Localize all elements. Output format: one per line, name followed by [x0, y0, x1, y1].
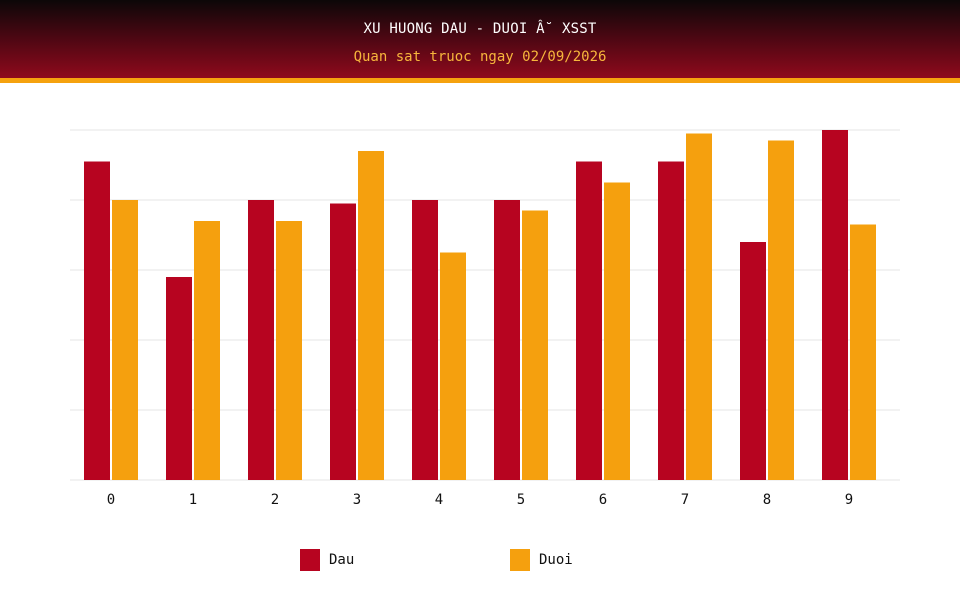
bar-duoi-9[interactable]	[850, 224, 876, 481]
bar-dau-1[interactable]	[166, 277, 192, 480]
bar-dau-7[interactable]	[658, 161, 684, 481]
chart-title: XU HUONG DAU - DUOI Â˘ XSST	[363, 21, 597, 37]
chart-subtitle: Quan sat truoc ngay 02/09/2026	[353, 49, 607, 65]
bar-duoi-8[interactable]	[768, 140, 794, 481]
x-tick-label: 2	[271, 492, 279, 508]
bar-chart: 0 1 2 3 4 5 6 7 8 9	[70, 129, 900, 508]
x-tick-label: 8	[763, 492, 771, 508]
x-tick-label: 5	[517, 492, 525, 508]
bar-dau-0[interactable]	[84, 161, 110, 481]
x-tick-label: 9	[845, 492, 853, 508]
bar-dau-8[interactable]	[740, 242, 766, 480]
bar-duoi-4[interactable]	[440, 252, 466, 481]
bar-dau-3[interactable]	[330, 203, 356, 481]
x-tick-labels: 0 1 2 3 4 5 6 7 8 9	[107, 492, 853, 508]
bar-dau-6[interactable]	[576, 161, 602, 481]
bar-dau-4[interactable]	[412, 200, 438, 480]
x-tick-label: 6	[599, 492, 607, 508]
legend-label-duoi: Duoi	[539, 552, 573, 568]
bar-dau-5[interactable]	[494, 200, 520, 480]
x-tick-label: 1	[189, 492, 197, 508]
bar-duoi-0[interactable]	[112, 200, 138, 480]
x-tick-label: 3	[353, 492, 361, 508]
bar-duoi-6[interactable]	[604, 182, 630, 481]
x-tick-label: 0	[107, 492, 115, 508]
legend-swatch-dau	[300, 549, 320, 571]
legend-label-dau: Dau	[329, 552, 355, 568]
bars	[84, 130, 876, 480]
legend-swatch-duoi	[510, 549, 530, 571]
bar-dau-2[interactable]	[248, 200, 274, 480]
bar-duoi-2[interactable]	[276, 221, 302, 480]
x-tick-label: 7	[681, 492, 689, 508]
x-tick-label: 4	[435, 492, 443, 508]
bar-duoi-3[interactable]	[358, 151, 384, 480]
chart-header: XU HUONG DAU - DUOI Â˘ XSST Quan sat tru…	[0, 0, 960, 83]
legend: Dau Duoi	[0, 549, 960, 573]
bar-dau-9[interactable]	[822, 130, 848, 480]
bar-duoi-5[interactable]	[522, 210, 548, 481]
bar-duoi-1[interactable]	[194, 221, 220, 480]
bar-duoi-7[interactable]	[686, 133, 712, 481]
